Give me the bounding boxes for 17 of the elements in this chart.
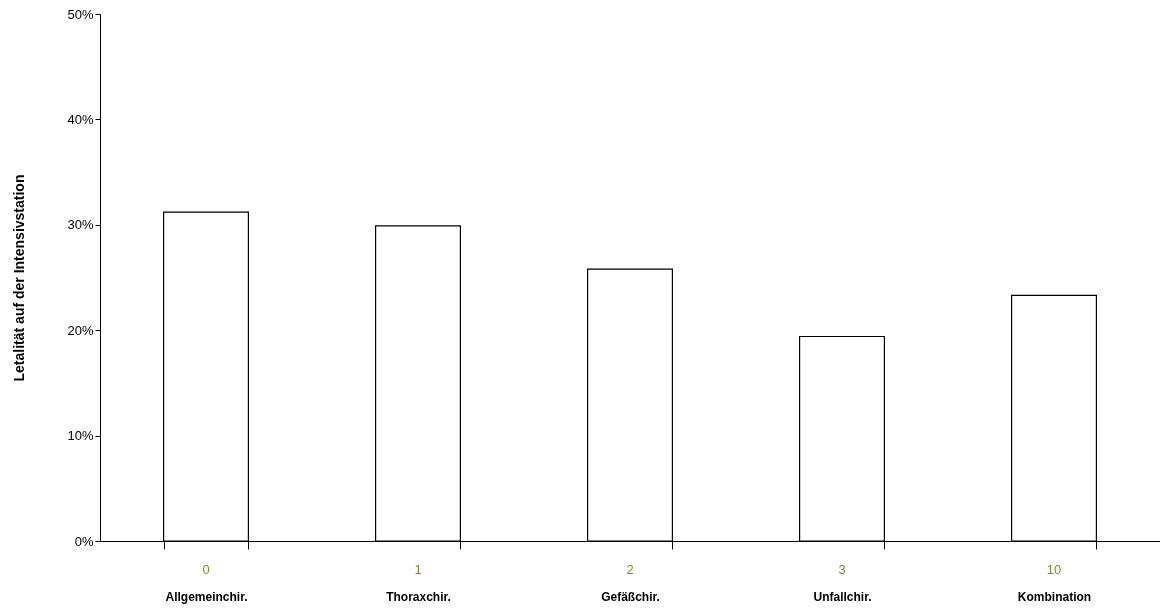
- y-tick-label: 40%: [67, 111, 94, 127]
- x-tick-label: Gefäßchir.: [601, 589, 660, 604]
- x-tick-label: Unfallchir.: [813, 589, 872, 604]
- x-tick-label: Thoraxchir.: [386, 589, 451, 604]
- y-tick-label: 50%: [67, 6, 94, 22]
- x-tick-label: Kombination: [1017, 589, 1092, 604]
- y-tick-label: 30%: [67, 217, 94, 233]
- text: 10: [1046, 562, 1062, 577]
- y-tick-label: 0%: [74, 533, 94, 549]
- text: 0: [202, 562, 210, 577]
- text: 3: [838, 562, 846, 577]
- y-tick-label: 20%: [67, 322, 94, 338]
- y-tick-label: 10%: [67, 428, 94, 444]
- text: 2: [626, 562, 634, 577]
- x-tick-label: Allgemeinchir.: [165, 589, 248, 604]
- y-axis-title: Letalität auf der Intensivstation: [11, 174, 28, 382]
- text: 1: [414, 562, 422, 577]
